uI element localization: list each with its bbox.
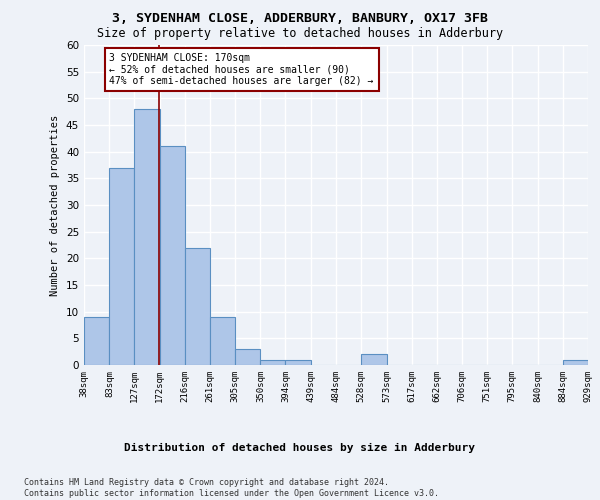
Bar (185, 248, 210, 365)
Text: Distribution of detached houses by size in Adderbury: Distribution of detached houses by size … (125, 442, 476, 452)
Y-axis label: Number of detached properties: Number of detached properties (50, 114, 61, 296)
Text: Size of property relative to detached houses in Adderbury: Size of property relative to detached ho… (97, 28, 503, 40)
Bar (134, 109, 160, 365)
Bar (160, 146, 185, 365)
Text: Contains HM Land Registry data © Crown copyright and database right 2024.
Contai: Contains HM Land Registry data © Crown c… (24, 478, 439, 498)
Bar (286, 360, 311, 365)
Bar (563, 360, 588, 365)
Bar (361, 354, 386, 365)
Bar (84, 317, 109, 365)
Bar (109, 168, 134, 365)
Bar (260, 360, 286, 365)
Text: 3 SYDENHAM CLOSE: 170sqm
← 52% of detached houses are smaller (90)
47% of semi-d: 3 SYDENHAM CLOSE: 170sqm ← 52% of detach… (109, 53, 374, 86)
Bar (235, 349, 260, 365)
Text: 3, SYDENHAM CLOSE, ADDERBURY, BANBURY, OX17 3FB: 3, SYDENHAM CLOSE, ADDERBURY, BANBURY, O… (112, 12, 488, 26)
Bar (210, 317, 235, 365)
